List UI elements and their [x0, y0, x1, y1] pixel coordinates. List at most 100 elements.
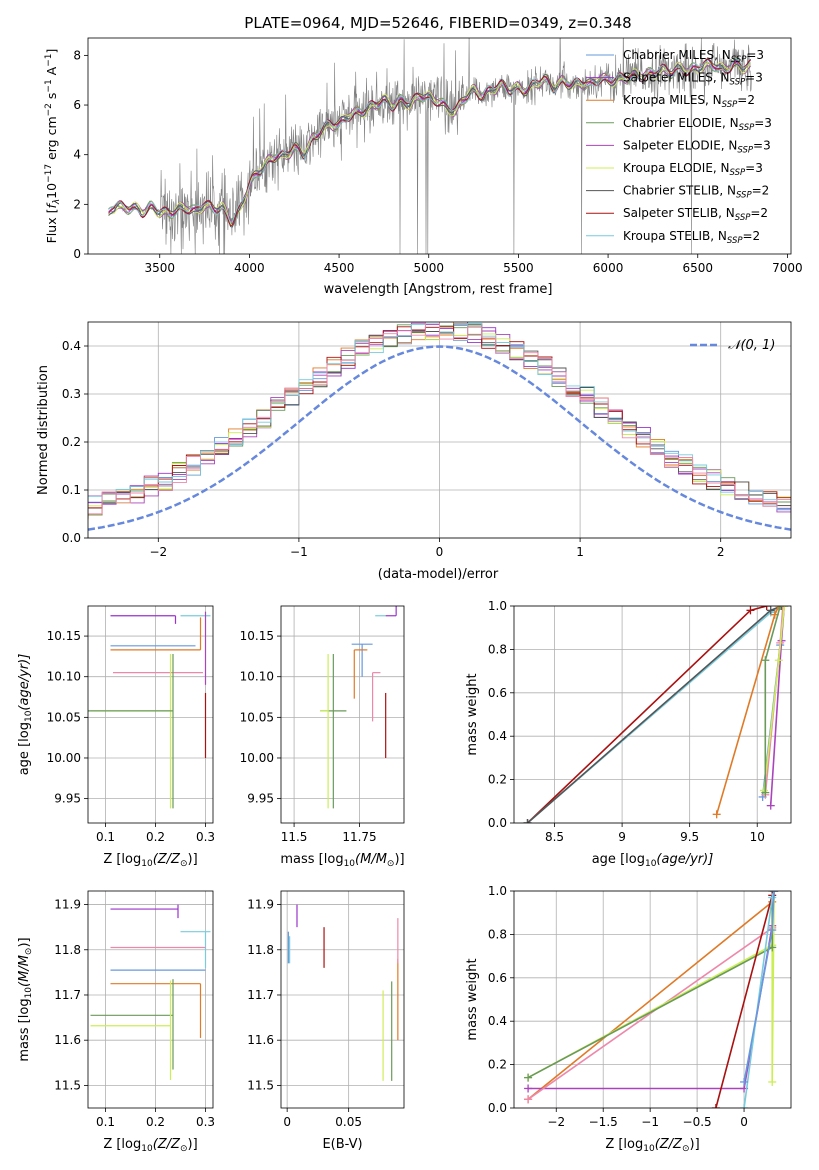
x-tick-label: −1.5: [589, 1115, 618, 1129]
histogram-x-tick-label: 2: [717, 545, 725, 559]
panel-marks: [90, 904, 211, 1080]
histogram-series-pink: [88, 322, 791, 515]
spectrum-x-tick-label: 6000: [593, 261, 624, 275]
y-tick-label: 11.5: [247, 1078, 274, 1092]
spectrum-legend-entry: Salpeter STELIB, NSSP=2: [623, 206, 768, 223]
y-tick-label: 11.5: [54, 1078, 81, 1092]
x-tick-label: 0.1: [96, 830, 115, 844]
x-axis-label: Z [log10(Z/Z⊙)]: [103, 852, 197, 869]
y-tick-label: 0.4: [488, 729, 507, 743]
x-tick-label: 0: [740, 1115, 748, 1129]
y-tick-label: 11.7: [247, 988, 274, 1002]
spectrum-data-line: [108, 38, 752, 254]
x-tick-label: −1: [641, 1115, 659, 1129]
x-tick-label: 0.2: [146, 830, 165, 844]
spectrum-legend-entry: Salpeter MILES, NSSP=3: [623, 71, 763, 88]
spectrum-xlabel: wavelength [Angstrom, rest frame]: [324, 282, 553, 297]
x-tick-label: 0.2: [146, 1115, 165, 1129]
panel-marks: [320, 606, 397, 809]
y-tick-label: 11.8: [247, 943, 274, 957]
y-tick-label: 0.0: [488, 1101, 507, 1115]
weight-line: [527, 891, 775, 1100]
y-tick-label: 10.05: [240, 710, 274, 724]
spectrum-legend-entry: Kroupa ELODIE, NSSP=3: [623, 161, 763, 178]
weight-line: [527, 891, 775, 1083]
histogram-normal-curve: [88, 345, 791, 531]
x-tick-label: 0.3: [196, 830, 215, 844]
y-tick-label: 0.6: [488, 686, 507, 700]
histogram-legend: 𝒩(0, 1): [690, 338, 775, 353]
spectrum-legend-entry: Chabrier ELODIE, NSSP=3: [623, 116, 772, 133]
spectrum-model-line-chabrier_stelib: [108, 58, 751, 228]
histogram-plot-area: [88, 322, 791, 531]
spectrum-y-tick-label: 4: [73, 148, 81, 162]
axes-box: [280, 890, 405, 1109]
spectrum-y-ticks: 0 2 4 6 8: [73, 48, 88, 261]
spectrum-ylabel: Flux [fλ10−17 erg cm−2 s−1 A−1]: [44, 49, 62, 244]
spectrum-legend-entry: Kroupa MILES, NSSP=2: [623, 93, 755, 110]
spectrum-lines: [108, 38, 752, 254]
histogram-series-kroupa_elodie: [88, 323, 791, 518]
x-tick-label: 11.5: [281, 830, 308, 844]
weight-line: [715, 606, 780, 815]
y-tick-label: 11.8: [54, 943, 81, 957]
axes-box: [87, 605, 214, 824]
x-tick-label: 11.75: [342, 830, 376, 844]
histogram-series-salpeter_miles: [88, 327, 791, 515]
spectrum-legend-entry: Chabrier STELIB, NSSP=2: [623, 184, 769, 201]
x-tick-label: 0.1: [96, 1115, 115, 1129]
histogram-y-tick-label: 0.0: [62, 531, 81, 545]
y-tick-label: 11.6: [54, 1033, 81, 1047]
weight-line: [526, 606, 767, 823]
histogram-y-tick-label: 0.1: [62, 483, 81, 497]
x-axis-label: Z [log10(Z/Z⊙)]: [103, 1137, 197, 1154]
panel-marks: [88, 611, 211, 809]
y-tick-label: 1.0: [488, 884, 507, 898]
histogram-steps: [88, 322, 791, 531]
axes-box: [513, 890, 792, 1109]
spectrum-x-tick-label: 6500: [682, 261, 713, 275]
x-tick-label: 10: [750, 830, 765, 844]
spectrum-model-line-kroupa_stelib: [108, 57, 751, 223]
y-axis-label: mass weight: [465, 673, 480, 755]
y-tick-label: 0.2: [488, 1058, 507, 1072]
histogram-legend-label: 𝒩(0, 1): [728, 338, 775, 353]
x-tick-label: 0.05: [335, 1115, 362, 1129]
histogram-axes-box: [87, 321, 792, 539]
parameter-panels: 0.1 0.2 0.3 9.95 10.00 10.05 10.10 10.15 Z [log1…: [17, 599, 792, 1154]
weight-line: [527, 891, 775, 1100]
spectrum-x-tick-label: 5500: [503, 261, 534, 275]
axes-box: [280, 605, 405, 824]
spectrum-y-tick-label: 8: [73, 48, 81, 62]
y-tick-label: 10.15: [47, 629, 81, 643]
x-axis-label: age [log10(age/yr)]: [592, 852, 714, 869]
y-tick-label: 11.9: [247, 898, 274, 912]
y-tick-label: 0.8: [488, 642, 507, 656]
spectrum-x-tick-label: 3500: [144, 261, 175, 275]
spectrum-y-tick-label: 2: [73, 197, 81, 211]
histogram-ylabel: Normed distribution: [36, 365, 51, 495]
x-axis-label: Z [log10(Z/Z⊙)]: [605, 1137, 699, 1154]
y-tick-label: 10.15: [240, 629, 274, 643]
spectrum-legend-entry: Salpeter ELODIE, NSSP=3: [623, 138, 771, 155]
y-tick-label: 11.9: [54, 898, 81, 912]
spectrum-y-tick-label: 6: [73, 98, 81, 112]
histogram-series-salpeter_elodie: [88, 322, 791, 516]
weight-line: [526, 606, 782, 823]
y-tick-label: 10.10: [47, 670, 81, 684]
y-tick-label: 10.05: [47, 710, 81, 724]
y-tick-label: 11.6: [247, 1033, 274, 1047]
x-tick-label: −0.5: [683, 1115, 712, 1129]
spectrum-panel: PLATE=0964, MJD=52646, FIBERID=0349, z=0…: [44, 14, 803, 297]
spectrum-x-tick-label: 4500: [324, 261, 355, 275]
x-tick-label: −2: [547, 1115, 565, 1129]
x-tick-label: 0.3: [196, 1115, 215, 1129]
y-tick-label: 0.6: [488, 971, 507, 985]
panel-ebv_vs_mass: 0 0.05 11.5 11.6 11.7 11.8 11.9 E(B-V): [247, 890, 405, 1152]
axes-box: [513, 605, 792, 824]
y-tick-label: 9.95: [54, 792, 81, 806]
y-tick-label: 0.0: [488, 816, 507, 830]
spectrum-x-tick-label: 5000: [413, 261, 444, 275]
histogram-ticks: −2 −1 0 1 2 0.0 0.1 0.2 0.3 0.4: [62, 339, 725, 559]
